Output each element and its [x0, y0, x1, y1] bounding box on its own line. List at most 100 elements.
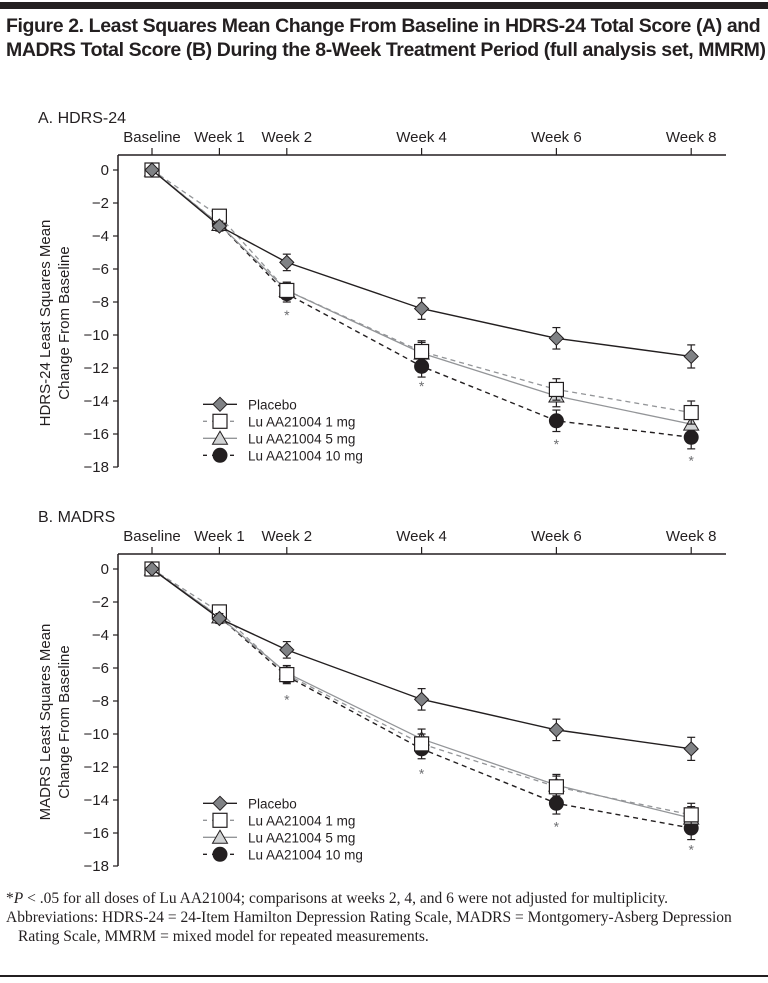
chart-madrs: B. MADRS Baseline Week 1 Week 2 Week 4 Week 6… [37, 509, 726, 875]
y-axis-title: Change From Baseline [56, 246, 73, 399]
y-axis-title: HDRS-24 Least Squares Mean [37, 220, 54, 427]
panel-label: A. HDRS-24 [38, 110, 126, 127]
legend-marker [212, 396, 228, 413]
series-lu-aa21004-1-mg [144, 162, 699, 425]
y-tick-label: −8 [92, 294, 109, 311]
series-line [151, 568, 692, 816]
significance-marker: * [284, 307, 290, 323]
series-placebo [144, 162, 699, 369]
footnote-star: * [6, 890, 14, 907]
series-placebo [144, 561, 699, 761]
series-line [151, 568, 692, 819]
panel-label: B. MADRS [38, 509, 115, 526]
series-line [151, 169, 692, 358]
legend-label: Lu AA21004 1 mg [248, 414, 355, 429]
y-tick-label: −2 [92, 195, 109, 212]
data-point [548, 722, 565, 738]
data-point [414, 736, 430, 752]
data-point [683, 741, 699, 757]
x-tick-label: Week 1 [194, 129, 245, 146]
y-tick-label: −18 [84, 858, 109, 875]
significance-marker: * [688, 452, 694, 468]
data-point [683, 404, 699, 421]
y-tick-label: 0 [101, 162, 109, 179]
x-tick-label: Week 8 [666, 129, 717, 146]
x-tick-label: Week 6 [531, 528, 582, 545]
footnote-p: P [13, 890, 24, 907]
data-point [548, 779, 565, 795]
legend-label: Placebo [248, 397, 297, 412]
legend-item: Placebo [203, 795, 297, 812]
series-line [151, 568, 692, 750]
series-line [151, 169, 692, 414]
data-point [279, 254, 295, 271]
significance-marker: * [419, 766, 425, 782]
data-point [211, 610, 228, 627]
x-tick-label: Week 2 [262, 129, 313, 146]
legend-item: Lu AA21004 10 mg [203, 447, 363, 463]
data-point [211, 218, 228, 234]
legend-marker [212, 846, 228, 862]
y-tick-label: −4 [92, 228, 109, 245]
y-tick-label: −10 [84, 327, 109, 344]
x-tick-label: Baseline [123, 129, 181, 146]
x-tick-label: Week 1 [194, 528, 245, 545]
footnotes: *P < .05 for all doses of Lu AA21004; co… [6, 889, 764, 946]
x-tick-label: Week 2 [262, 528, 313, 545]
series-line [151, 169, 692, 425]
bottom-rule [0, 975, 768, 977]
y-tick-label: −14 [84, 792, 109, 809]
data-point [548, 795, 564, 811]
y-tick-label: −16 [84, 825, 109, 842]
y-tick-label: −2 [92, 594, 109, 611]
legend-item: Lu AA21004 5 mg [203, 829, 355, 845]
legend-label: Placebo [248, 796, 297, 811]
legend-marker [212, 795, 228, 812]
legend-label: Lu AA21004 10 mg [248, 448, 363, 463]
y-tick-label: −14 [84, 393, 109, 410]
legend-item: Placebo [203, 396, 297, 413]
y-tick-label: −12 [84, 360, 109, 377]
data-point [683, 807, 699, 823]
y-tick-label: −12 [84, 759, 109, 776]
legend-label: Lu AA21004 10 mg [248, 847, 363, 862]
y-axis-title: Change From Baseline [56, 645, 73, 798]
data-point [279, 282, 295, 299]
legend: Placebo Lu AA21004 1 mg Lu AA21004 5 mg Lu … [203, 396, 363, 463]
data-point [548, 413, 564, 429]
x-tick-label: Week 4 [396, 129, 447, 146]
x-tick-label: Week 4 [396, 528, 447, 545]
data-point [683, 348, 699, 365]
legend: Placebo Lu AA21004 1 mg Lu AA21004 5 mg Lu … [203, 795, 363, 862]
data-point [144, 561, 160, 577]
legend-label: Lu AA21004 1 mg [248, 813, 355, 828]
data-point [413, 691, 430, 708]
data-point [413, 300, 430, 317]
data-point [144, 162, 160, 178]
data-point [548, 330, 565, 347]
x-tick-label: Baseline [123, 528, 181, 545]
y-tick-label: −8 [92, 693, 109, 710]
chart-hdrs24: A. HDRS-24 Baseline Week 1 Week 2 Week 4 Week… [37, 110, 726, 476]
y-tick-label: −10 [84, 726, 109, 743]
significance-marker: * [419, 378, 425, 394]
y-tick-label: −6 [92, 261, 109, 278]
significance-marker: * [554, 436, 560, 452]
legend-label: Lu AA21004 5 mg [248, 830, 355, 845]
y-tick-label: −4 [92, 627, 109, 644]
y-tick-label: −16 [84, 426, 109, 443]
legend-label: Lu AA21004 5 mg [248, 431, 355, 446]
figure-title: Figure 2. Least Squares Mean Change From… [6, 15, 766, 61]
legend-marker [211, 829, 229, 844]
legend-item: Lu AA21004 1 mg [203, 812, 355, 828]
legend-marker [211, 430, 229, 445]
significance-marker: * [284, 691, 290, 707]
significance-marker: * [688, 842, 694, 858]
legend-marker [212, 812, 228, 828]
x-tick-label: Week 8 [666, 528, 717, 545]
data-point [279, 642, 295, 658]
y-tick-label: −18 [84, 459, 109, 476]
top-rule [0, 2, 768, 9]
legend-marker [212, 413, 228, 429]
footnote-significance: *P < .05 for all doses of Lu AA21004; co… [6, 889, 764, 908]
